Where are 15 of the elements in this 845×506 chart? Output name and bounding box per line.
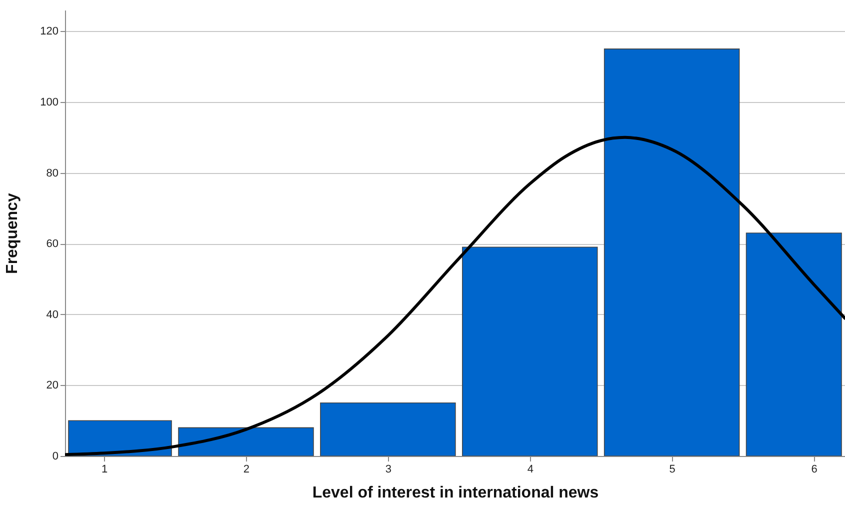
- y-tick-label: 100: [40, 96, 58, 109]
- y-tick-label: 80: [46, 167, 58, 180]
- y-tick-label: 40: [46, 308, 58, 321]
- y-tick-label: 0: [52, 450, 58, 462]
- x-tick-label: 3: [385, 464, 392, 476]
- y-tick-label: 60: [46, 238, 58, 250]
- x-tick-label: 1: [101, 464, 108, 476]
- x-tick-label: 6: [811, 464, 818, 476]
- x-tick-label: 5: [669, 464, 676, 476]
- y-axis-title: Frequency: [4, 192, 22, 274]
- y-tick-label: 20: [46, 380, 58, 392]
- y-tick-label: 120: [40, 26, 58, 38]
- x-tick-label: 2: [243, 464, 250, 476]
- x-axis-title: Level of interest in international news: [312, 484, 599, 502]
- x-tick-label: 4: [527, 464, 534, 476]
